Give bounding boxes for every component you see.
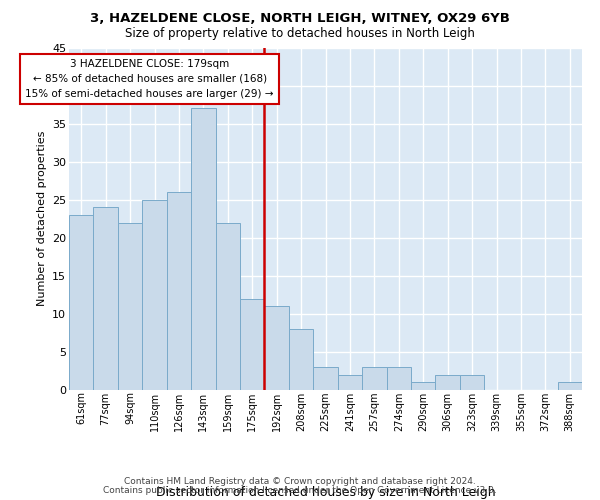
Bar [142,200,167,390]
Bar [191,108,215,390]
Text: 3, HAZELDENE CLOSE, NORTH LEIGH, WITNEY, OX29 6YB: 3, HAZELDENE CLOSE, NORTH LEIGH, WITNEY,… [90,12,510,26]
Bar [557,382,582,390]
Bar [240,298,265,390]
Text: Size of property relative to detached houses in North Leigh: Size of property relative to detached ho… [125,28,475,40]
Text: Contains HM Land Registry data © Crown copyright and database right 2024.: Contains HM Land Registry data © Crown c… [124,477,476,486]
Bar [289,329,313,390]
Bar [436,375,460,390]
Bar [118,222,142,390]
Bar [167,192,191,390]
Y-axis label: Number of detached properties: Number of detached properties [37,131,47,306]
Bar [265,306,289,390]
Bar [362,367,386,390]
Bar [215,222,240,390]
Bar [338,375,362,390]
Bar [313,367,338,390]
Bar [386,367,411,390]
X-axis label: Distribution of detached houses by size in North Leigh: Distribution of detached houses by size … [155,486,496,500]
Text: Contains public sector information licensed under the Open Government Licence v3: Contains public sector information licen… [103,486,497,495]
Bar [460,375,484,390]
Bar [69,215,94,390]
Bar [94,208,118,390]
Text: 3 HAZELDENE CLOSE: 179sqm
← 85% of detached houses are smaller (168)
15% of semi: 3 HAZELDENE CLOSE: 179sqm ← 85% of detac… [25,59,274,98]
Bar [411,382,436,390]
